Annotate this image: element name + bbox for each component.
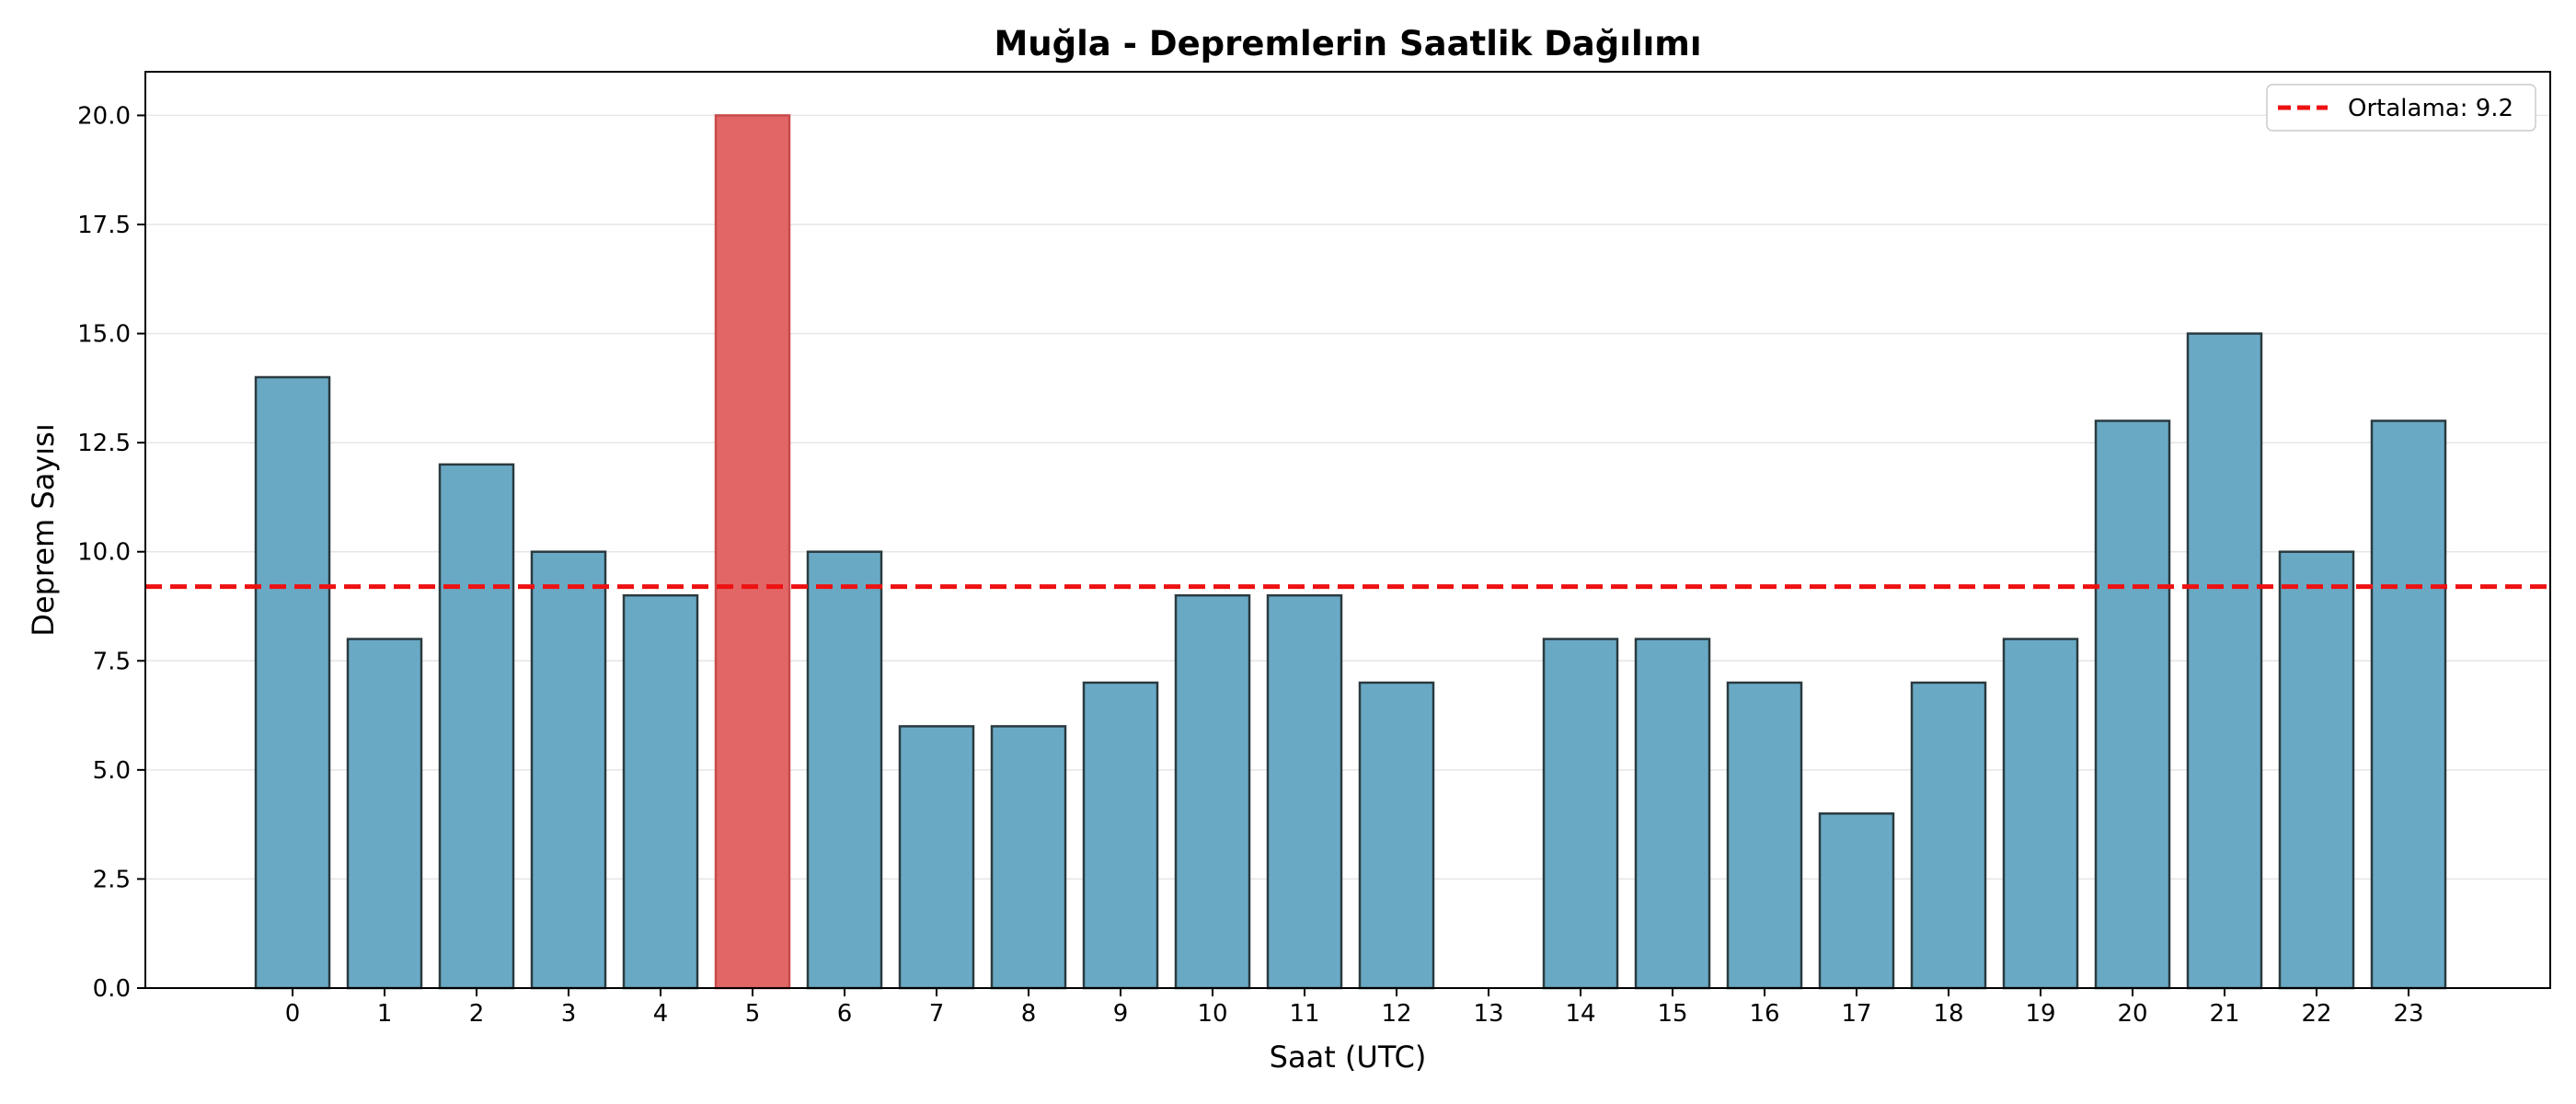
x-tick-label: 2 bbox=[469, 1000, 485, 1028]
bar-hour-20 bbox=[2094, 420, 2171, 990]
chart-title: Muğla - Depremlerin Saatlik Dağılımı bbox=[994, 24, 1701, 63]
x-tick-label: 14 bbox=[1565, 1000, 1595, 1028]
x-tick-label: 19 bbox=[2025, 1000, 2055, 1028]
bar-hour-17 bbox=[1818, 812, 1895, 990]
y-axis-label: Deprem Sayısı bbox=[26, 423, 61, 636]
bar-hour-15 bbox=[1634, 638, 1711, 990]
y-tick-label: 5.0 bbox=[93, 757, 131, 785]
bar-hour-22 bbox=[2278, 550, 2355, 990]
x-tick-label: 12 bbox=[1381, 1000, 1411, 1028]
bar-group bbox=[254, 114, 2447, 990]
bar-hour-21 bbox=[2186, 332, 2263, 990]
bar-hour-19 bbox=[2002, 638, 2079, 990]
x-tick-label: 16 bbox=[1749, 1000, 1779, 1028]
bar-hour-3 bbox=[530, 550, 607, 990]
x-axis-label: Saat (UTC) bbox=[1270, 1040, 1427, 1075]
x-tick-label: 20 bbox=[2117, 1000, 2147, 1028]
bar-hour-0 bbox=[254, 375, 331, 990]
x-tick-label: 5 bbox=[745, 1000, 761, 1028]
bar-hour-16 bbox=[1726, 681, 1803, 990]
x-tick-label: 13 bbox=[1473, 1000, 1503, 1028]
bar-hour-7 bbox=[898, 725, 975, 990]
y-tick-label: 10.0 bbox=[77, 539, 131, 567]
bar-hour-12 bbox=[1358, 681, 1435, 990]
bar-hour-9 bbox=[1082, 681, 1159, 990]
legend-box bbox=[2266, 84, 2536, 132]
legend-label: Ortalama: 9.2 bbox=[2348, 95, 2513, 122]
bar-hour-1 bbox=[346, 638, 423, 990]
bar-hour-10 bbox=[1174, 593, 1251, 990]
x-tick-label: 15 bbox=[1657, 1000, 1687, 1028]
y-tick-label: 7.5 bbox=[93, 648, 131, 675]
x-tick-label: 9 bbox=[1113, 1000, 1129, 1028]
y-tick-label: 2.5 bbox=[93, 866, 131, 893]
y-tick-label: 12.5 bbox=[77, 430, 131, 457]
x-tick-label: 4 bbox=[653, 1000, 669, 1028]
x-tick-label: 23 bbox=[2393, 1000, 2423, 1028]
x-tick-label: 21 bbox=[2209, 1000, 2239, 1028]
y-tick-label: 0.0 bbox=[93, 975, 131, 1003]
x-tick-label: 6 bbox=[837, 1000, 853, 1028]
x-tick-label: 11 bbox=[1289, 1000, 1319, 1028]
y-axis-ticks: 0.0 2.5 5.0 7.5 10.0 12.5 15.0 17.5 20.0 bbox=[77, 102, 145, 1003]
x-tick-label: 1 bbox=[377, 1000, 393, 1028]
bar-hour-11 bbox=[1266, 593, 1343, 990]
x-tick-label: 7 bbox=[929, 1000, 945, 1028]
bar-hour-5 bbox=[714, 114, 791, 990]
bar-hour-23 bbox=[2370, 420, 2447, 990]
y-tick-label: 15.0 bbox=[77, 321, 131, 349]
x-axis-ticks: 0 1 2 3 4 5 6 7 8 9 10 11 12 13 14 15 16 17 18 19 20 21 22 23 bbox=[285, 988, 2424, 1028]
bar-hour-4 bbox=[622, 593, 699, 990]
bar-hour-6 bbox=[806, 550, 883, 990]
legend: Ortalama: 9.2 bbox=[2266, 84, 2536, 132]
x-tick-label: 18 bbox=[1933, 1000, 1963, 1028]
bar-hour-18 bbox=[1910, 681, 1987, 990]
x-tick-label: 10 bbox=[1197, 1000, 1227, 1028]
plot-frame bbox=[144, 71, 2551, 989]
bar-hour-14 bbox=[1542, 638, 1619, 990]
bar-hour-8 bbox=[990, 725, 1067, 990]
bar-hour-2 bbox=[438, 463, 515, 990]
x-tick-label: 8 bbox=[1021, 1000, 1037, 1028]
x-tick-label: 17 bbox=[1841, 1000, 1871, 1028]
x-tick-label: 0 bbox=[285, 1000, 301, 1028]
x-tick-label: 22 bbox=[2301, 1000, 2331, 1028]
y-tick-label: 17.5 bbox=[77, 212, 131, 239]
x-tick-label: 3 bbox=[561, 1000, 577, 1028]
y-tick-label: 20.0 bbox=[77, 102, 131, 130]
